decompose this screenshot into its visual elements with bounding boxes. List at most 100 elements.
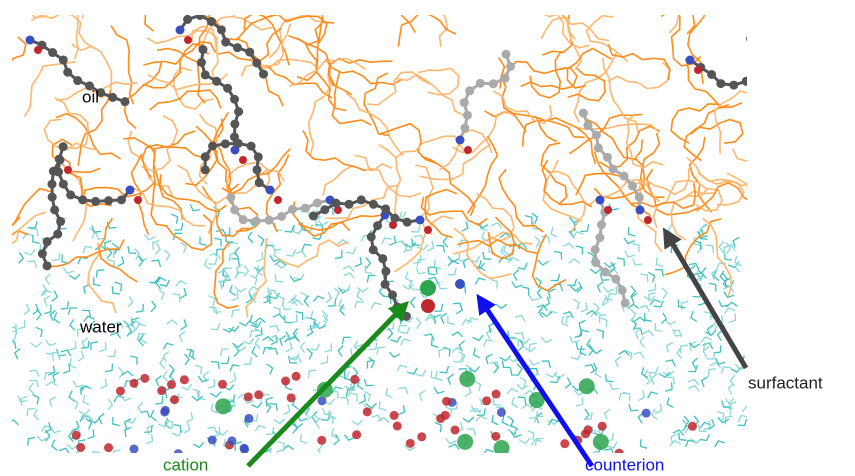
water — [527, 431, 533, 441]
water — [429, 267, 437, 274]
atom — [621, 298, 630, 307]
water — [146, 434, 153, 443]
water — [580, 224, 588, 231]
water — [309, 370, 317, 378]
nitrogen — [416, 216, 425, 225]
water — [256, 252, 262, 262]
water — [491, 280, 498, 289]
water — [434, 387, 444, 393]
atom — [226, 193, 235, 202]
water — [624, 238, 635, 244]
water — [115, 282, 122, 291]
water — [590, 269, 601, 273]
water — [100, 342, 107, 351]
ion — [292, 372, 301, 381]
water — [605, 449, 615, 455]
water — [45, 274, 50, 285]
water — [671, 434, 677, 444]
water — [724, 407, 731, 416]
water — [231, 291, 238, 301]
water — [398, 326, 407, 333]
water — [190, 204, 200, 210]
water — [230, 373, 236, 383]
ion — [227, 436, 236, 445]
water — [78, 257, 87, 264]
water — [211, 362, 219, 369]
water — [69, 274, 80, 279]
water — [100, 379, 106, 389]
water — [579, 320, 585, 330]
water — [321, 355, 328, 363]
water — [284, 405, 290, 415]
water — [615, 357, 621, 368]
water — [335, 250, 342, 259]
oil — [88, 243, 116, 314]
water — [547, 311, 557, 317]
water — [667, 397, 673, 407]
water — [635, 328, 641, 339]
water — [651, 374, 657, 385]
water — [483, 252, 491, 259]
water — [512, 397, 518, 407]
water — [454, 355, 463, 362]
water — [443, 236, 447, 247]
ion — [642, 409, 651, 418]
water — [551, 227, 557, 237]
water — [508, 257, 519, 262]
water — [643, 331, 654, 336]
water — [610, 383, 619, 390]
water — [113, 450, 120, 458]
water — [352, 420, 363, 425]
water — [31, 342, 42, 347]
water — [52, 253, 60, 260]
water — [29, 383, 34, 394]
water — [318, 220, 329, 225]
water — [397, 365, 407, 371]
water — [634, 328, 643, 335]
water — [296, 251, 306, 257]
water — [32, 395, 38, 405]
water — [465, 386, 471, 396]
water — [619, 393, 628, 400]
ion — [244, 414, 253, 423]
water — [364, 379, 373, 386]
water — [24, 249, 34, 255]
oxygen — [184, 36, 192, 44]
water — [255, 338, 260, 349]
water — [151, 260, 160, 267]
water — [27, 261, 36, 268]
water — [302, 244, 311, 251]
oxygen — [604, 206, 612, 214]
oxygen — [34, 46, 42, 54]
water — [50, 427, 60, 433]
nitrogen — [26, 36, 35, 45]
water — [625, 251, 635, 257]
oil — [157, 48, 205, 103]
ion — [350, 375, 359, 384]
water — [721, 367, 730, 374]
ion — [457, 434, 473, 450]
water — [151, 301, 156, 312]
water — [571, 353, 581, 359]
water — [549, 289, 555, 299]
oil — [429, 0, 448, 47]
water — [18, 320, 25, 329]
water — [398, 405, 405, 414]
water — [513, 270, 518, 281]
water — [416, 318, 421, 329]
ion — [180, 375, 189, 384]
water — [633, 259, 643, 265]
nitrogen — [636, 206, 645, 215]
water — [252, 346, 257, 357]
water — [235, 247, 240, 258]
water — [221, 349, 229, 356]
water — [285, 225, 294, 232]
water — [171, 214, 177, 224]
water — [379, 401, 386, 410]
water — [386, 388, 392, 398]
water — [269, 336, 280, 341]
ion — [167, 380, 176, 389]
water — [176, 281, 187, 286]
water — [525, 216, 532, 225]
water — [78, 351, 84, 361]
